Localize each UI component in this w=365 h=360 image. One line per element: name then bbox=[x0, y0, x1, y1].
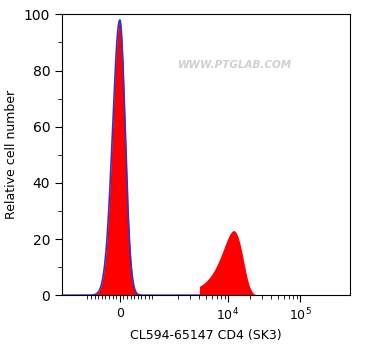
X-axis label: CL594-65147 CD4 (SK3): CL594-65147 CD4 (SK3) bbox=[130, 329, 282, 342]
Text: WWW.PTGLAB.COM: WWW.PTGLAB.COM bbox=[178, 60, 292, 70]
Y-axis label: Relative cell number: Relative cell number bbox=[5, 90, 18, 219]
